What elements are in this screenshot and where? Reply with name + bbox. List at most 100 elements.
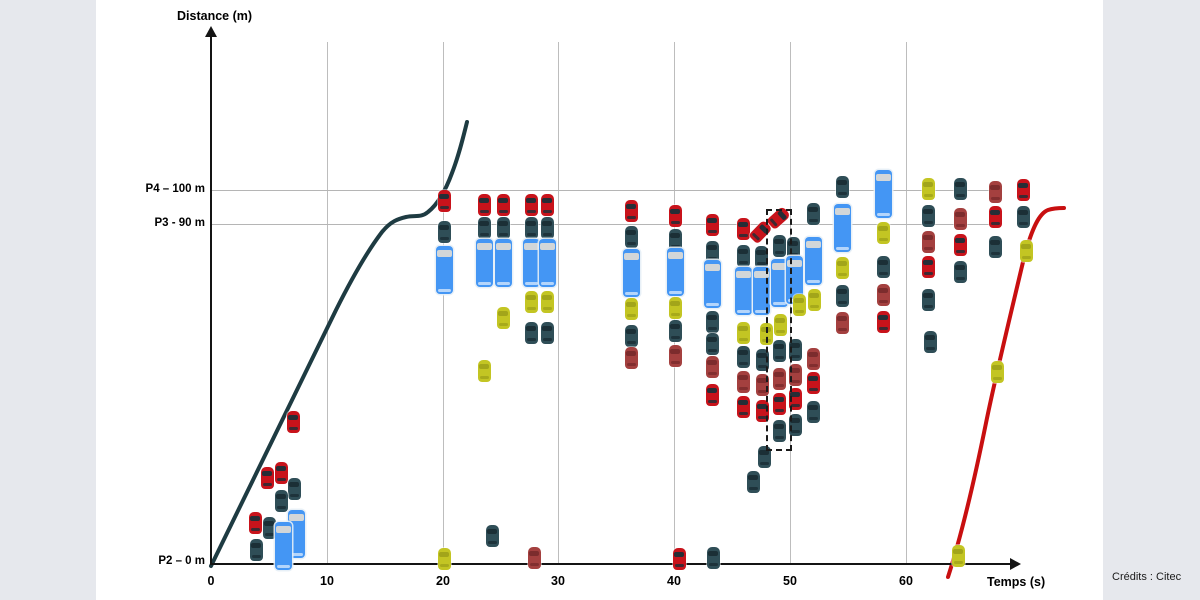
car-dark-teal-icon: [477, 217, 491, 239]
car-dark-teal-icon: [923, 331, 937, 353]
x-tick-label: 40: [667, 574, 681, 588]
car-dark-teal-icon: [736, 346, 750, 368]
bus-icon: [666, 248, 684, 296]
car-dark-teal-icon: [988, 236, 1002, 258]
horizontal-gridline: [211, 224, 1001, 225]
car-yellow-icon: [773, 314, 787, 336]
car-yellow-icon: [835, 257, 849, 279]
car-red-icon: [496, 194, 510, 216]
car-red-icon: [953, 234, 967, 256]
car-dark-teal-icon: [524, 322, 538, 344]
car-dark-red-icon: [527, 547, 541, 569]
car-dark-teal-icon: [772, 235, 786, 257]
car-dark-teal-icon: [921, 289, 935, 311]
car-dark-teal-icon: [485, 525, 499, 547]
bus-icon: [703, 260, 721, 308]
bus-icon: [874, 170, 892, 218]
car-red-icon: [705, 214, 719, 236]
car-dark-teal-icon: [806, 401, 820, 423]
distance-reference-label: P4 – 100 m: [145, 183, 205, 195]
bus-icon: [752, 267, 770, 315]
car-yellow-icon: [1019, 240, 1033, 262]
car-dark-teal-icon: [746, 471, 760, 493]
x-tick-label: 20: [436, 574, 450, 588]
car-dark-teal-icon: [540, 217, 554, 239]
left-margin-band: [0, 0, 96, 600]
car-dark-teal-icon: [274, 490, 288, 512]
x-tick-label: 60: [899, 574, 913, 588]
bus-icon: [833, 204, 851, 252]
car-red-icon: [437, 190, 451, 212]
car-red-icon: [876, 311, 890, 333]
car-dark-teal-icon: [953, 261, 967, 283]
car-red-icon: [736, 396, 750, 418]
x-tick-label: 50: [783, 574, 797, 588]
car-dark-teal-icon: [624, 226, 638, 248]
car-yellow-icon: [668, 297, 682, 319]
x-axis-title: Temps (s): [987, 575, 1046, 589]
car-yellow-icon: [990, 361, 1004, 383]
car-dark-teal-icon: [437, 221, 451, 243]
car-yellow-icon: [524, 291, 538, 313]
car-dark-teal-icon: [705, 241, 719, 263]
car-dark-teal-icon: [287, 478, 301, 500]
car-dark-teal-icon: [953, 178, 967, 200]
car-yellow-icon: [437, 548, 451, 570]
car-red-icon: [806, 372, 820, 394]
car-red-icon: [540, 194, 554, 216]
bus-icon: [734, 267, 752, 315]
car-red-icon: [260, 467, 274, 489]
x-axis-line: [211, 563, 1011, 565]
credits-label: Crédits : Citec: [1112, 571, 1182, 583]
x-tick-label: 30: [551, 574, 565, 588]
car-dark-red-icon: [921, 231, 935, 253]
car-dark-red-icon: [668, 345, 682, 367]
car-dark-teal-icon: [772, 420, 786, 442]
car-dark-teal-icon: [835, 285, 849, 307]
car-dark-teal-icon: [757, 446, 771, 468]
car-yellow-icon: [951, 545, 965, 567]
bus-icon: [538, 239, 556, 287]
car-dark-teal-icon: [524, 217, 538, 239]
car-yellow-icon: [624, 298, 638, 320]
car-dark-teal-icon: [705, 333, 719, 355]
car-dark-teal-icon: [668, 229, 682, 251]
car-red-icon: [672, 548, 686, 570]
x-tick-label: 0: [207, 574, 215, 588]
car-yellow-icon: [736, 322, 750, 344]
x-tick-label: 10: [320, 574, 334, 588]
distance-reference-label: P3 - 90 m: [154, 217, 206, 229]
car-dark-red-icon: [876, 284, 890, 306]
car-yellow-icon: [921, 178, 935, 200]
car-dark-red-icon: [705, 356, 719, 378]
right-margin-band: [1103, 0, 1200, 600]
horizontal-gridline: [211, 190, 1001, 191]
y-axis-title: Distance (m): [177, 9, 253, 23]
car-red-icon: [1016, 179, 1030, 201]
car-dark-teal-icon: [736, 245, 750, 267]
car-red-icon: [772, 393, 786, 415]
car-dark-teal-icon: [540, 322, 554, 344]
car-yellow-icon: [807, 289, 821, 311]
car-yellow-icon: [540, 291, 554, 313]
car-dark-teal-icon: [668, 320, 682, 342]
car-yellow-icon: [792, 294, 806, 316]
car-dark-red-icon: [624, 347, 638, 369]
car-red-icon: [988, 206, 1002, 228]
bus-icon: [622, 249, 640, 297]
bus-icon: [435, 246, 453, 294]
car-dark-teal-icon: [835, 176, 849, 198]
car-dark-red-icon: [953, 208, 967, 230]
car-dark-teal-icon: [806, 203, 820, 225]
car-dark-red-icon: [772, 368, 786, 390]
car-dark-teal-icon: [786, 237, 800, 259]
bus-icon: [770, 259, 788, 307]
car-dark-teal-icon: [876, 256, 890, 278]
car-red-icon: [668, 205, 682, 227]
y-axis-arrow-icon: [205, 26, 217, 37]
bus-icon: [274, 522, 292, 570]
car-red-icon: [524, 194, 538, 216]
car-dark-red-icon: [988, 181, 1002, 203]
